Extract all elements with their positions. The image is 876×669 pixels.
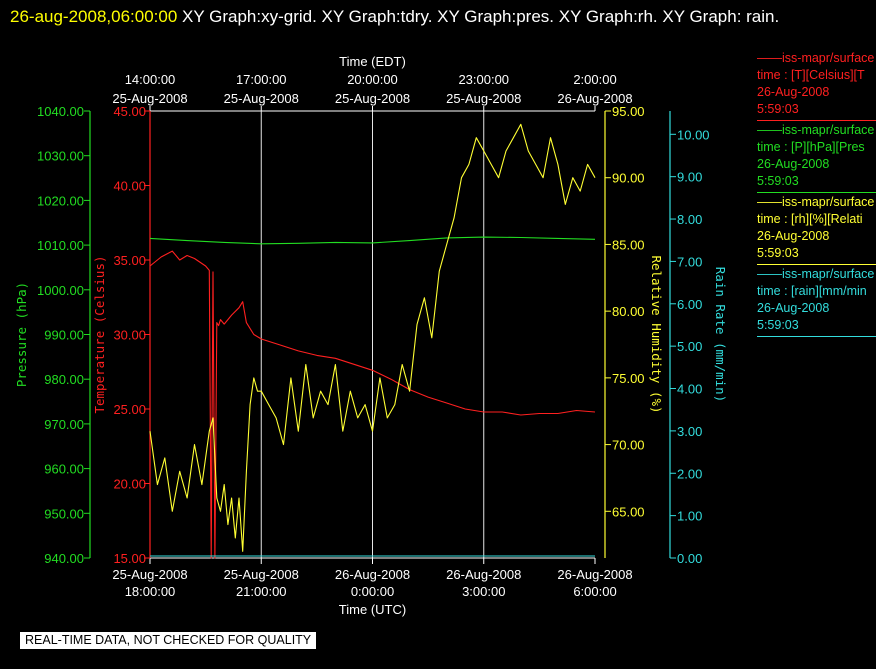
pres-tick-label: 980.00 (44, 372, 84, 387)
top-tick-time: 23:00:00 (458, 72, 509, 87)
pres-axis-title: Pressure (hPa) (14, 282, 29, 387)
rain-tick-label: 8.00 (677, 212, 702, 227)
rain-tick-label: 4.00 (677, 382, 702, 397)
legend-variable: time : [rh][%][Relati (757, 212, 863, 226)
rain-tick-label: 0.00 (677, 551, 702, 566)
top-tick-time: 20:00:00 (347, 72, 398, 87)
page-title: 26-aug-2008,06:00:00 XY Graph:xy-grid. X… (10, 2, 860, 31)
legend-divider (757, 336, 876, 337)
rain-axis-title: Rain Rate (mm/min) (713, 267, 728, 402)
legend-entry-rain: ——iss-mapr/surface time : [rain][mm/min … (757, 266, 876, 337)
bottom-tick-date: 26-Aug-2008 (446, 567, 521, 582)
bottom-tick-date: 26-Aug-2008 (557, 567, 632, 582)
legend-variable: time : [T][Celsius][T (757, 68, 865, 82)
pres-tick-label: 1000.00 (37, 283, 84, 298)
bottom-tick-time: 18:00:00 (125, 584, 176, 599)
rh-tick-label: 70.00 (612, 438, 645, 453)
rain-tick-label: 10.00 (677, 127, 710, 142)
legend-entry-rh: ——iss-mapr/surface time : [rh][%][Relati… (757, 194, 876, 265)
bottom-axis-label: Time (UTC) (339, 602, 406, 617)
bottom-tick-date: 25-Aug-2008 (112, 567, 187, 582)
legend-source: ——iss-mapr/surface (757, 195, 875, 209)
bottom-tick-time: 21:00:00 (236, 584, 287, 599)
legend-entry-pres: ——iss-mapr/surface time : [P][hPa][Pres … (757, 122, 876, 193)
bottom-tick-date: 26-Aug-2008 (335, 567, 410, 582)
rain-tick-label: 2.00 (677, 466, 702, 481)
legend-source: ——iss-mapr/surface (757, 123, 875, 137)
pres-tick-label: 960.00 (44, 462, 84, 477)
rh-axis-title: Relative Humidity (%) (649, 255, 664, 413)
rh-tick-label: 65.00 (612, 504, 645, 519)
top-tick-date: 25-Aug-2008 (446, 91, 521, 106)
rain-tick-label: 3.00 (677, 424, 702, 439)
rain-tick-label: 1.00 (677, 509, 702, 524)
quality-disclaimer: REAL-TIME DATA, NOT CHECKED FOR QUALITY (20, 632, 317, 649)
pres-tick-label: 1030.00 (37, 149, 84, 164)
top-tick-time: 14:00:00 (125, 72, 176, 87)
top-tick-date: 26-Aug-2008 (557, 91, 632, 106)
bottom-tick-time: 6:00:00 (573, 584, 616, 599)
pres-series-line (149, 236, 596, 245)
legend-variable: time : [P][hPa][Pres (757, 140, 865, 154)
bottom-tick-date: 25-Aug-2008 (224, 567, 299, 582)
top-tick-time: 2:00:00 (573, 72, 616, 87)
pres-tick-label: 1040.00 (37, 104, 84, 119)
legend-time: 5:59:03 (757, 318, 799, 332)
legend-date: 26-Aug-2008 (757, 85, 830, 99)
legend-divider (757, 264, 876, 265)
legend-entry-tdry: ——iss-mapr/surface time : [T][Celsius][T… (757, 50, 876, 121)
tdry-tick-label: 45.00 (113, 104, 146, 119)
legend-divider (757, 120, 876, 121)
rh-tick-label: 95.00 (612, 104, 645, 119)
top-tick-date: 25-Aug-2008 (112, 91, 187, 106)
legend-variable: time : [rain][mm/min (757, 284, 867, 298)
legend-time: 5:59:03 (757, 246, 799, 260)
tdry-series-line (149, 250, 596, 559)
title-graph-list: XY Graph:xy-grid. XY Graph:tdry. XY Grap… (177, 7, 780, 26)
rh-tick-label: 75.00 (612, 371, 645, 386)
legend-date: 26-Aug-2008 (757, 229, 830, 243)
rh-tick-label: 90.00 (612, 171, 645, 186)
legend-date: 26-Aug-2008 (757, 157, 830, 171)
bottom-tick-time: 0:00:00 (351, 584, 394, 599)
rh-tick-label: 85.00 (612, 237, 645, 252)
top-axis-label: Time (EDT) (339, 54, 406, 69)
tdry-tick-label: 20.00 (113, 477, 146, 492)
legend-time: 5:59:03 (757, 174, 799, 188)
rain-tick-label: 7.00 (677, 254, 702, 269)
tdry-axis-title: Temperature (Celsius) (92, 255, 107, 413)
legend-source: ——iss-mapr/surface (757, 267, 875, 281)
pres-tick-label: 1010.00 (37, 238, 84, 253)
rain-tick-label: 6.00 (677, 297, 702, 312)
legend-source: ——iss-mapr/surface (757, 51, 875, 65)
rain-tick-label: 9.00 (677, 170, 702, 185)
pres-tick-label: 1020.00 (37, 193, 84, 208)
rh-tick-label: 80.00 (612, 304, 645, 319)
pres-tick-label: 940.00 (44, 551, 84, 566)
pres-tick-label: 990.00 (44, 328, 84, 343)
tdry-tick-label: 15.00 (113, 551, 146, 566)
tdry-tick-label: 40.00 (113, 179, 146, 194)
pres-tick-label: 950.00 (44, 506, 84, 521)
title-timestamp: 26-aug-2008,06:00:00 (10, 7, 178, 26)
rh-series-line (149, 123, 596, 552)
tdry-tick-label: 25.00 (113, 402, 146, 417)
bottom-tick-time: 3:00:00 (462, 584, 505, 599)
tdry-tick-label: 35.00 (113, 253, 146, 268)
legend-time: 5:59:03 (757, 102, 799, 116)
top-tick-date: 25-Aug-2008 (335, 91, 410, 106)
rain-tick-label: 5.00 (677, 339, 702, 354)
legend-divider (757, 192, 876, 193)
top-tick-time: 17:00:00 (236, 72, 287, 87)
top-tick-date: 25-Aug-2008 (224, 91, 299, 106)
pres-tick-label: 970.00 (44, 417, 84, 432)
tdry-tick-label: 30.00 (113, 328, 146, 343)
legend-date: 26-Aug-2008 (757, 301, 830, 315)
